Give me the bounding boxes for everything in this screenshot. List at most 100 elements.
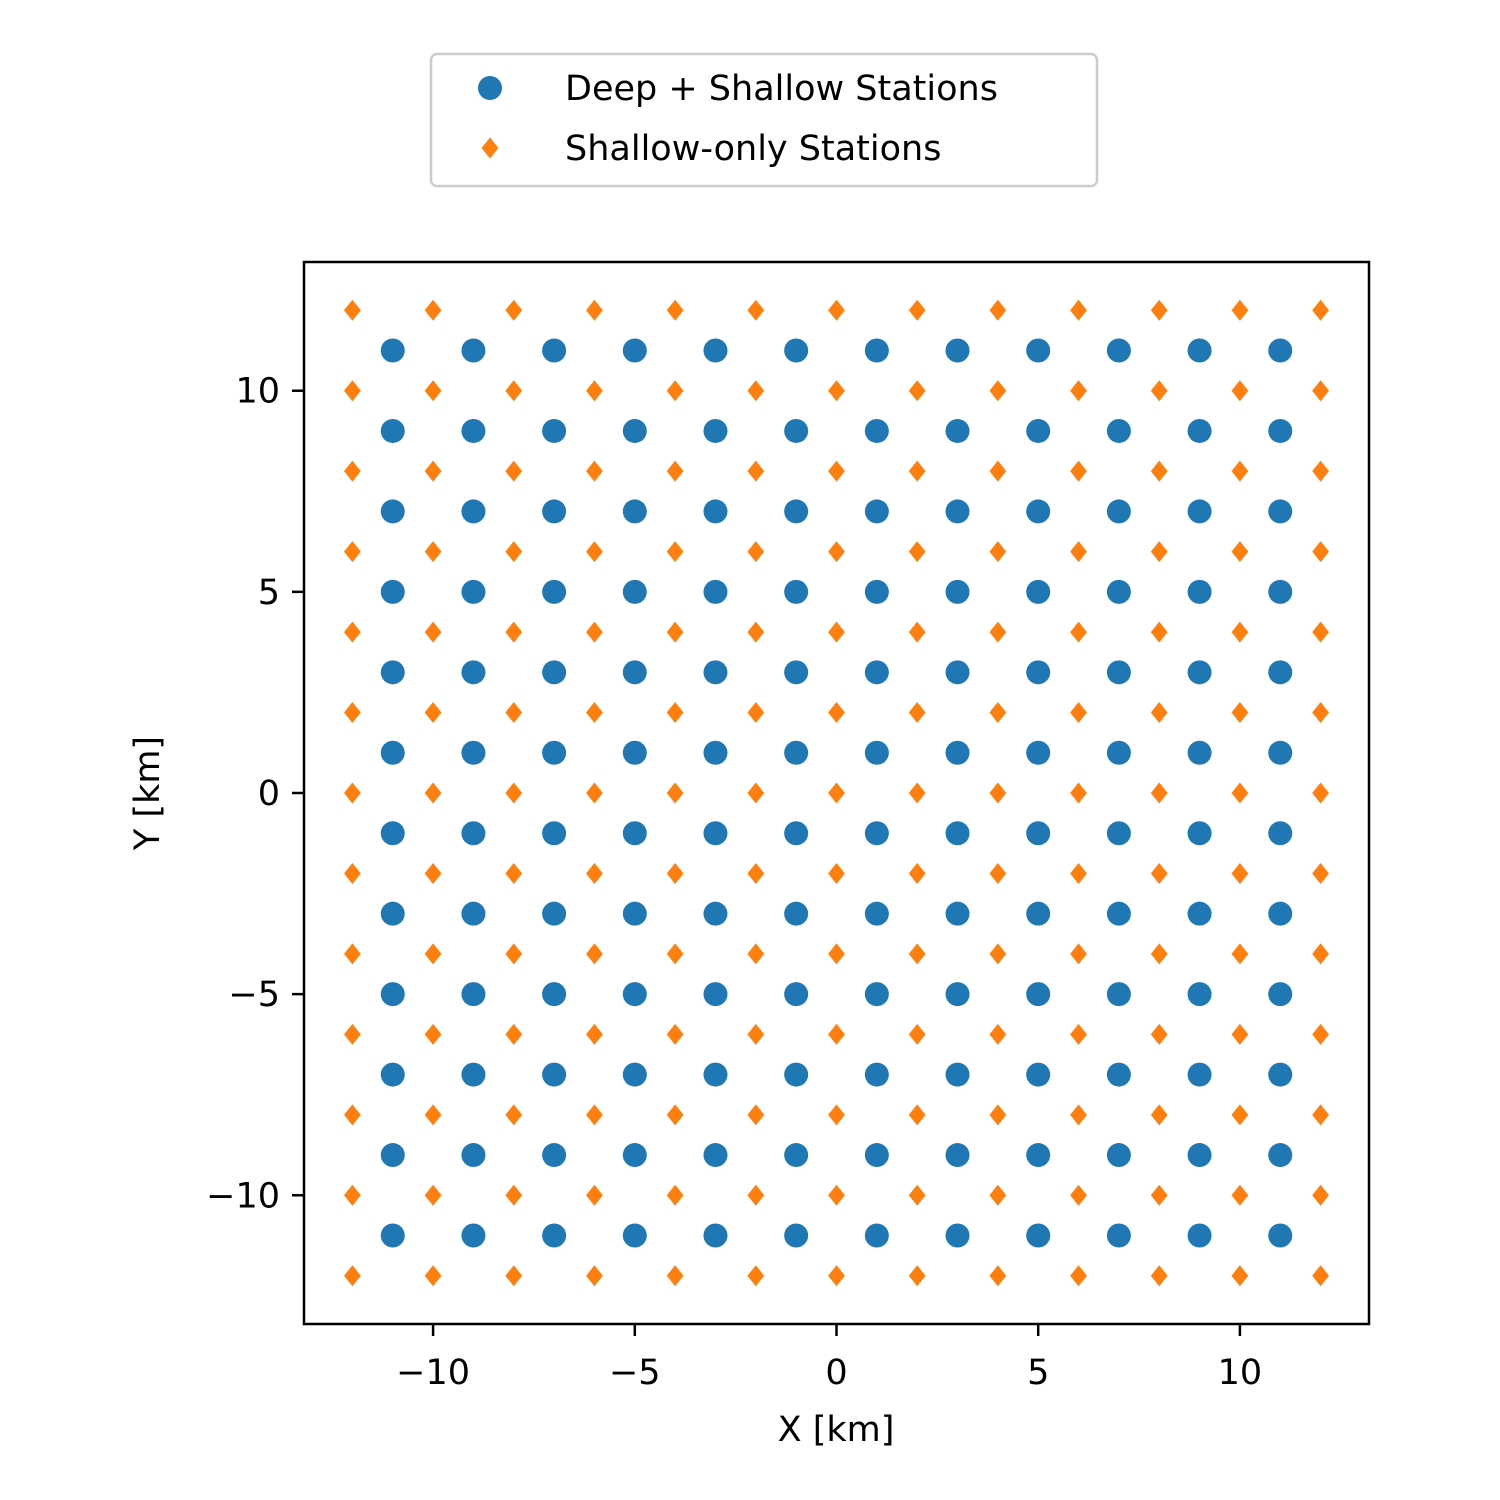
- shallow-only-station-point: [989, 862, 1007, 884]
- shallow-only-station-point: [666, 380, 684, 402]
- shallow-only-station-point: [828, 862, 845, 884]
- shallow-only-station-point: [1150, 1104, 1168, 1126]
- deep-shallow-station-point: [542, 901, 567, 926]
- shallow-only-station-point: [505, 943, 523, 965]
- legend-marker-shallow-only: [481, 137, 499, 159]
- shallow-only-station-point: [747, 380, 765, 402]
- deep-shallow-station-point: [784, 901, 809, 926]
- deep-shallow-station-point: [1187, 660, 1212, 685]
- deep-shallow-station-point: [864, 418, 889, 443]
- shallow-only-station-point: [1070, 1023, 1087, 1045]
- shallow-only-station-point: [586, 621, 603, 643]
- shallow-only-station-point: [1231, 1184, 1249, 1206]
- shallow-only-station-point: [828, 702, 845, 724]
- shallow-only-station-point: [344, 1023, 361, 1045]
- deep-shallow-station-point: [703, 660, 728, 685]
- shallow-only-station-point: [989, 380, 1007, 402]
- shallow-only-station-point: [1070, 782, 1087, 804]
- deep-shallow-station-point: [461, 982, 486, 1007]
- shallow-only-station-point: [989, 1104, 1007, 1126]
- deep-shallow-station-point: [1026, 1223, 1051, 1248]
- shallow-only-station-point: [666, 862, 684, 884]
- deep-shallow-station-point: [784, 660, 809, 685]
- shallow-only-station-point: [989, 460, 1007, 482]
- shallow-only-station-point: [1070, 299, 1087, 321]
- shallow-only-station-point: [908, 460, 926, 482]
- deep-shallow-station-point: [622, 579, 647, 604]
- legend-frame: [429, 52, 1099, 188]
- deep-shallow-station-point: [703, 579, 728, 604]
- shallow-only-station-point: [989, 1023, 1007, 1045]
- shallow-only-station-point: [666, 460, 684, 482]
- x-tick-label: 5: [1027, 1353, 1049, 1393]
- deep-shallow-station-point: [945, 499, 970, 524]
- shallow-only-station-point: [344, 943, 361, 965]
- deep-shallow-station-point: [1187, 1143, 1212, 1168]
- deep-shallow-station-point: [1187, 579, 1212, 604]
- deep-shallow-station-point: [380, 1143, 405, 1168]
- shallow-only-station-point: [344, 621, 361, 643]
- shallow-only-station-point: [1070, 380, 1087, 402]
- deep-shallow-station-point: [945, 821, 970, 846]
- shallow-only-station-point: [1070, 1104, 1087, 1126]
- shallow-only-station-point: [505, 1104, 523, 1126]
- x-tick-label: −5: [609, 1353, 661, 1393]
- shallow-only-station-point: [1312, 1104, 1329, 1126]
- shallow-only-station-point: [1150, 299, 1168, 321]
- shallow-only-station-point: [586, 943, 603, 965]
- y-axis-ticks: −10 −5 0 5 10: [206, 372, 304, 1216]
- deep-shallow-station-point: [1026, 338, 1051, 363]
- deep-shallow-station-point: [784, 338, 809, 363]
- deep-shallow-station-point: [1026, 660, 1051, 685]
- deep-shallow-station-point: [1026, 499, 1051, 524]
- deep-shallow-station-point: [1026, 740, 1051, 765]
- shallow-only-station-point: [586, 299, 603, 321]
- deep-shallow-station-point: [1106, 418, 1131, 443]
- shallow-only-station-point: [1312, 380, 1329, 402]
- shallow-only-station-point: [828, 460, 845, 482]
- deep-shallow-station-point: [542, 1062, 567, 1087]
- deep-shallow-station-point: [945, 982, 970, 1007]
- deep-shallow-station-point: [1187, 338, 1212, 363]
- shallow-only-station-point: [1312, 621, 1329, 643]
- deep-shallow-station-point: [864, 901, 889, 926]
- deep-shallow-station-point: [703, 1143, 728, 1168]
- deep-shallow-station-point: [380, 821, 405, 846]
- deep-shallow-station-point: [461, 1143, 486, 1168]
- shallow-only-station-point: [424, 299, 442, 321]
- deep-shallow-station-point: [945, 1223, 970, 1248]
- deep-shallow-station-point: [1268, 1223, 1293, 1248]
- deep-shallow-station-point: [784, 1062, 809, 1087]
- deep-shallow-station-point: [945, 1143, 970, 1168]
- deep-shallow-station-point: [380, 418, 405, 443]
- deep-shallow-station-point: [622, 901, 647, 926]
- shallow-only-station-point: [1150, 541, 1168, 563]
- shallow-only-station-point: [1231, 1104, 1249, 1126]
- shallow-only-station-point: [344, 782, 361, 804]
- shallow-only-station-point: [747, 541, 765, 563]
- deep-shallow-station-point: [1187, 982, 1212, 1007]
- deep-shallow-station-point: [1187, 740, 1212, 765]
- x-axis-label: X [km]: [778, 1410, 895, 1450]
- shallow-only-station-point: [1231, 1023, 1249, 1045]
- deep-shallow-station-point: [461, 499, 486, 524]
- shallow-only-station-point: [828, 541, 845, 563]
- deep-shallow-station-point: [622, 1062, 647, 1087]
- shallow-only-station-point: [747, 1265, 765, 1287]
- shallow-only-station-point: [1231, 862, 1249, 884]
- shallow-only-station-point: [1150, 460, 1168, 482]
- shallow-only-station-point: [1312, 943, 1329, 965]
- deep-shallow-station-point: [945, 579, 970, 604]
- x-tick-label: 10: [1218, 1353, 1263, 1393]
- deep-shallow-station-point: [1187, 418, 1212, 443]
- shallow-only-station-point: [828, 1184, 845, 1206]
- deep-shallow-station-point: [864, 1223, 889, 1248]
- shallow-only-station-point: [505, 299, 523, 321]
- deep-shallow-station-point: [542, 740, 567, 765]
- deep-shallow-station-point: [380, 1223, 405, 1248]
- shallow-only-station-point: [908, 541, 926, 563]
- deep-shallow-station-point: [1268, 660, 1293, 685]
- deep-shallow-station-point: [1026, 901, 1051, 926]
